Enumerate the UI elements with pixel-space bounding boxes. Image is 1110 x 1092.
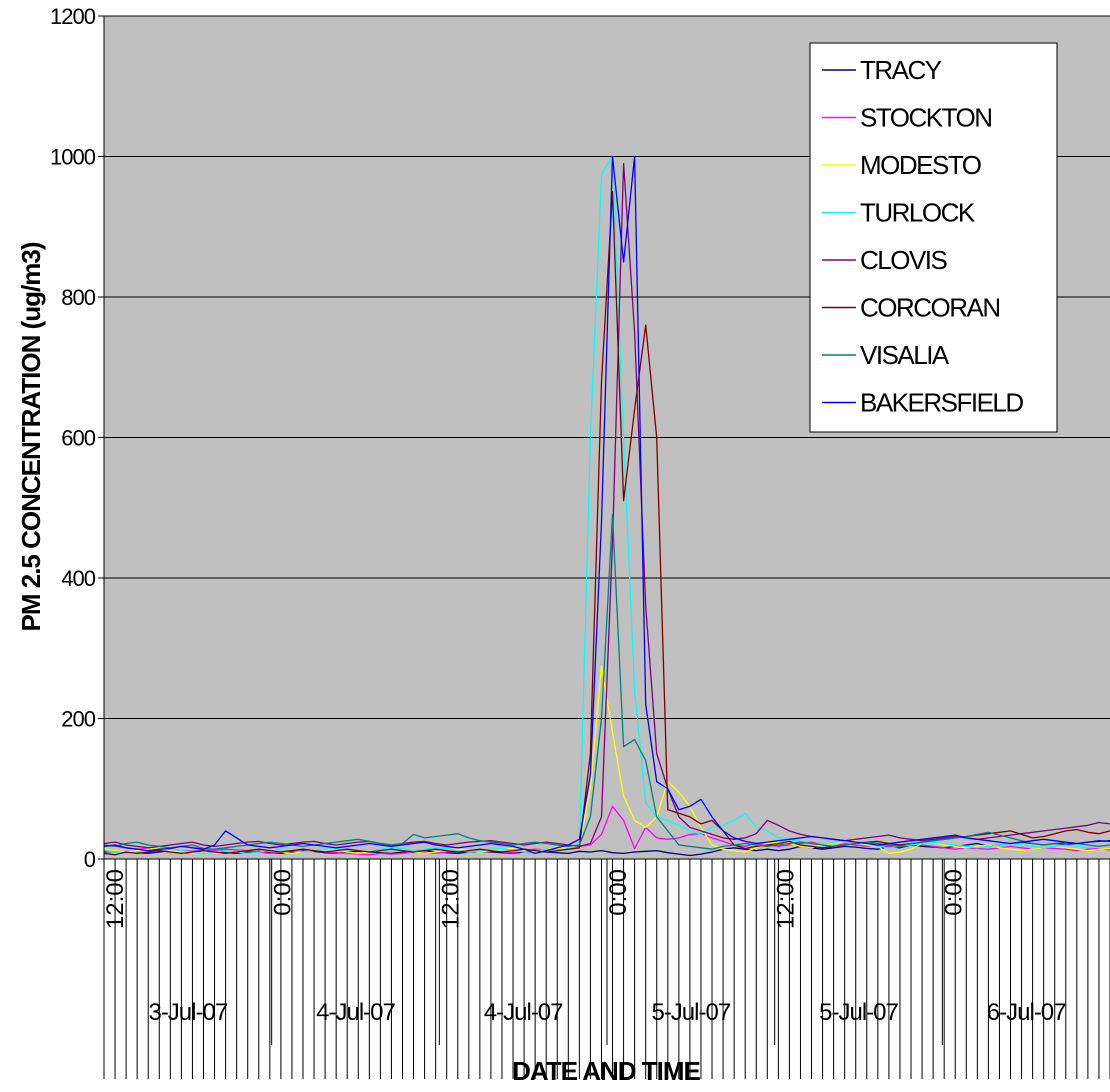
x-time-label: 12:00 bbox=[773, 869, 800, 929]
legend-label: TURLOCK bbox=[860, 198, 976, 228]
x-date-label: 5-Jul-07 bbox=[651, 999, 730, 1026]
x-date-label: 6-Jul-07 bbox=[987, 999, 1066, 1026]
legend-label: TRACY bbox=[860, 55, 942, 85]
series-line-clovis bbox=[103, 162, 1110, 849]
y-axis: 0 200 400 600 800 1000 1200 bbox=[50, 4, 105, 872]
y-tick-label: 200 bbox=[61, 707, 95, 732]
legend-label: CLOVIS bbox=[860, 245, 948, 275]
series-line-stockton bbox=[103, 805, 1110, 856]
y-tick-label: 400 bbox=[61, 566, 95, 591]
y-tick-label: 1000 bbox=[50, 145, 96, 170]
legend-label: MODESTO bbox=[860, 150, 981, 180]
x-time-label: 0:00 bbox=[940, 869, 967, 916]
x-time-label: 0:00 bbox=[270, 869, 297, 916]
x-date-label: 3-Jul-07 bbox=[148, 999, 227, 1026]
x-time-label: 12:00 bbox=[102, 869, 129, 929]
series-line-bakersfield bbox=[103, 155, 1110, 855]
x-time-label: 0:00 bbox=[605, 869, 632, 916]
y-tick-label: 1200 bbox=[50, 4, 96, 29]
y-tick-label: 800 bbox=[61, 285, 95, 310]
series-line-visalia bbox=[103, 514, 1110, 850]
legend-box bbox=[809, 42, 1058, 433]
legend-label: CORCORAN bbox=[860, 293, 1000, 323]
legend-label: STOCKTON bbox=[860, 103, 992, 133]
y-tick-label: 600 bbox=[61, 426, 95, 451]
x-date-label: 5-Jul-07 bbox=[819, 999, 898, 1026]
series-layer bbox=[103, 155, 1110, 857]
y-axis-title: PM 2.5 CONCENTRATION (ug/m3) bbox=[16, 242, 46, 631]
x-date-label: 4-Jul-07 bbox=[316, 999, 395, 1026]
x-date-label: 4-Jul-07 bbox=[484, 999, 563, 1026]
legend: TRACY STOCKTON MODESTO TURLOCK CLOVIS CORCORA… bbox=[809, 42, 1058, 433]
x-axis: 12:00 0:00 12:00 0:00 12:00 0:00 3-Jul-07 4-Jul… bbox=[102, 858, 1110, 1079]
legend-label: BAKERSFIELD bbox=[860, 388, 1023, 418]
x-axis-title: DATE AND TIME bbox=[512, 1056, 700, 1086]
y-tick-label: 0 bbox=[84, 847, 96, 872]
x-time-label: 12:00 bbox=[437, 869, 464, 929]
legend-label: VISALIA bbox=[860, 340, 950, 370]
